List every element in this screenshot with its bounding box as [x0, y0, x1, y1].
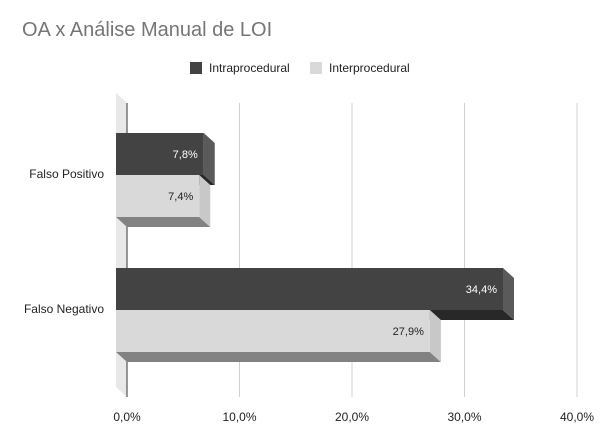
- bar-side-face: [429, 310, 441, 362]
- legend-item-intraprocedural[interactable]: Intraprocedural: [190, 61, 290, 75]
- legend-label-intraprocedural: Intraprocedural: [209, 61, 290, 75]
- bar-intraprocedural-1[interactable]: [116, 268, 503, 310]
- x-tick-label: 30,0%: [447, 410, 481, 424]
- legend-swatch-interprocedural: [310, 62, 322, 74]
- data-label: 7,8%: [173, 149, 198, 161]
- legend-label-interprocedural: Interprocedural: [329, 61, 410, 75]
- bar-side-face: [203, 133, 215, 185]
- chart-title: OA x Análise Manual de LOI: [22, 19, 273, 41]
- x-tick-label: 40,0%: [560, 410, 594, 424]
- bar-side-face: [503, 268, 514, 320]
- bar-bottom-face: [116, 352, 441, 362]
- data-label: 7,4%: [168, 191, 193, 203]
- x-tick-label: 0,0%: [113, 410, 141, 424]
- legend-swatch-intraprocedural: [190, 62, 202, 74]
- data-label: 34,4%: [466, 284, 497, 296]
- data-label: 27,9%: [393, 326, 424, 338]
- legend-item-interprocedural[interactable]: Interprocedural: [310, 61, 410, 75]
- category-label: Falso Positivo: [29, 167, 104, 181]
- bar-intraprocedural-0[interactable]: [116, 133, 204, 175]
- bar-side-face: [199, 175, 211, 227]
- x-tick-label: 20,0%: [335, 410, 369, 424]
- bar-interprocedural-0[interactable]: [116, 175, 200, 217]
- category-label: Falso Negativo: [24, 302, 104, 316]
- bar-interprocedural-1[interactable]: [116, 310, 430, 352]
- bar-bottom-face: [116, 217, 211, 227]
- x-tick-label: 10,0%: [222, 410, 256, 424]
- legend: Intraprocedural Interprocedural: [0, 61, 600, 79]
